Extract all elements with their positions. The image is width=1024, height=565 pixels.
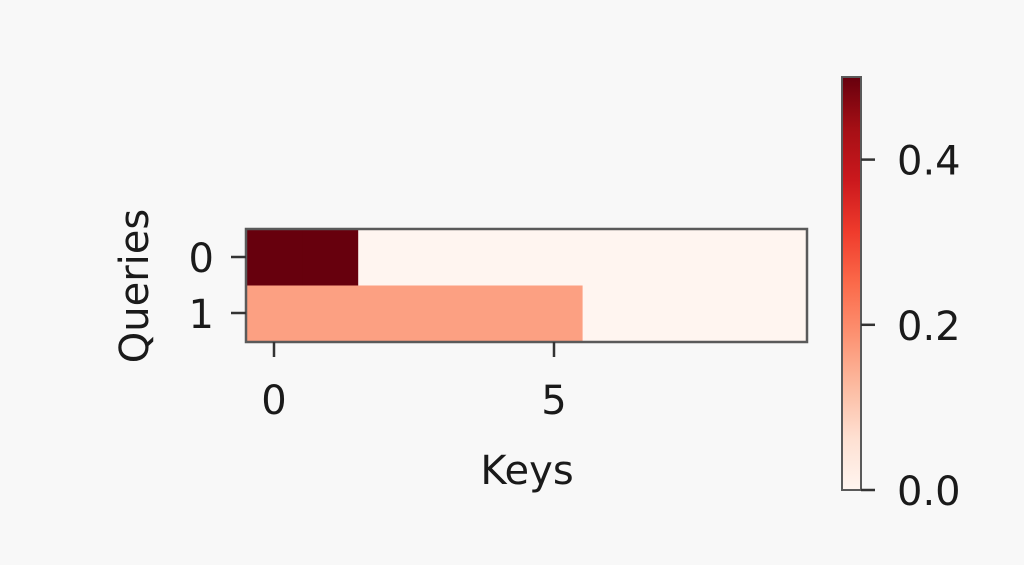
heatmap-cell-r0-c9 (750, 229, 808, 287)
colorbar-tick-label-1: 0.2 (897, 304, 961, 350)
heatmap-cell-r1-c6 (582, 285, 640, 343)
plot-frame (244, 227, 809, 344)
heatmap-cell-r1-c3 (414, 285, 471, 343)
colorbar-ticks: 0.0 0.2 0.4 (861, 139, 961, 515)
y-tick-label-0: 0 (189, 236, 214, 282)
colorbar: 0.0 0.2 0.4 (841, 76, 961, 515)
heatmap-cell-r0-c6 (582, 229, 640, 287)
colorbar-tick-label-2: 0.4 (897, 139, 961, 185)
heatmap-cell-r0-c7 (638, 229, 696, 287)
y-axis: 0 1 Queries (112, 209, 246, 363)
heatmap-cell-r0-c1 (302, 229, 359, 287)
heatmap-cell-r0-c5 (526, 229, 584, 287)
y-tick-label-1: 1 (189, 292, 214, 338)
heatmap-cell-r0-c8 (694, 229, 752, 287)
heatmap-cell-r1-c8 (694, 285, 752, 343)
heatmap-cell-r1-c5 (526, 285, 584, 343)
colorbar-gradient (841, 76, 862, 491)
x-axis: 0 5 Keys (261, 342, 574, 494)
heatmap-cell-r1-c1 (302, 285, 359, 343)
heatmap-cell-r1-c2 (358, 285, 415, 343)
heatmap-cell-r1-c9 (750, 285, 808, 343)
x-axis-label: Keys (480, 448, 573, 494)
heatmap-cells (246, 229, 808, 343)
heatmap-cell-r0-c4 (470, 229, 528, 287)
heatmap-cell-r1-c7 (638, 285, 696, 343)
heatmap-plot-area (244, 227, 809, 344)
heatmap-cell-r1-c0 (246, 285, 303, 343)
heatmap-cell-r1-c4 (470, 285, 528, 343)
y-axis-label: Queries (112, 209, 158, 363)
heatmap-cell-r0-c3 (414, 229, 471, 287)
x-tick-label-0: 0 (261, 378, 286, 424)
colorbar-tick-label-0: 0.0 (897, 469, 961, 515)
x-tick-label-5: 5 (541, 378, 566, 424)
heatmap-cell-r0-c2 (358, 229, 415, 287)
heatmap-cell-r0-c0 (246, 229, 303, 287)
